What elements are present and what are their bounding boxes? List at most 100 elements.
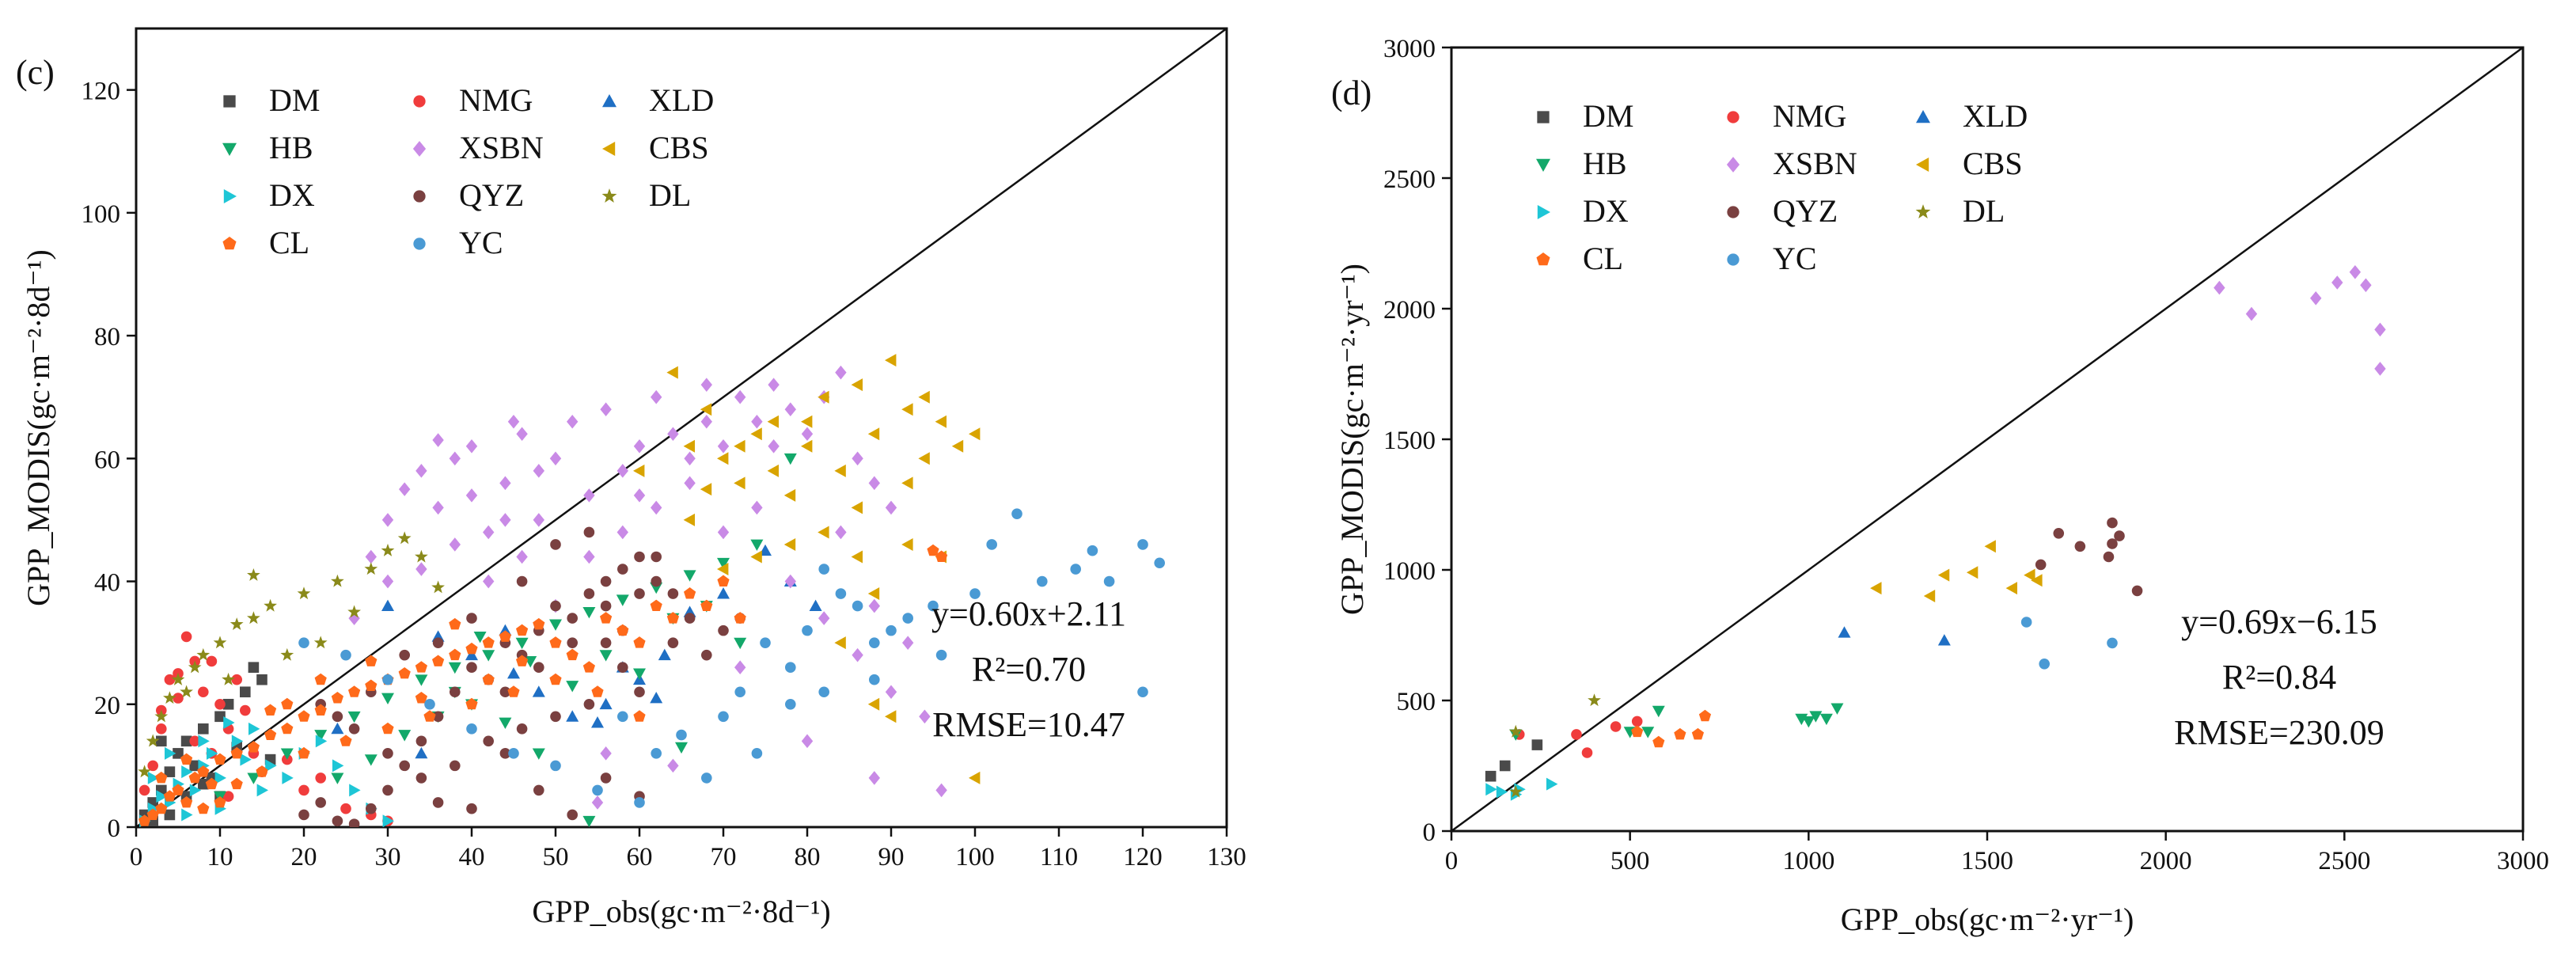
data-point-xsbn: [600, 402, 612, 417]
data-point-nmg: [315, 773, 327, 784]
data-point-dl: [196, 647, 211, 661]
data-point-xsbn: [2349, 265, 2362, 279]
data-point-cbs: [767, 415, 779, 428]
data-point-xsbn: [935, 783, 947, 798]
data-point-xsbn: [2331, 275, 2343, 290]
data-point-cl: [482, 673, 495, 685]
data-point-qyz: [466, 613, 477, 624]
data-point-yc: [818, 564, 829, 575]
data-point-dx: [382, 814, 394, 827]
data-point-yc: [1087, 545, 1098, 556]
legend-label-qyz: QYZ: [1773, 193, 1838, 229]
data-point-hb: [415, 674, 428, 686]
data-point-dx: [181, 808, 193, 822]
data-point-cl: [314, 673, 327, 685]
data-point-qyz: [567, 637, 578, 648]
data-point-cbs: [851, 378, 863, 392]
data-point-dx: [181, 765, 193, 779]
data-point-cl: [666, 612, 680, 624]
scatter-panel-c: 0 10 20 30 40 50 60 70 80 90 100 110 120 130 0 20 40 60 80…: [16, 27, 1246, 929]
x-tick-label: 0: [1445, 847, 1459, 875]
data-point-xsbn: [835, 525, 847, 540]
x-tick-label: 50: [543, 843, 569, 871]
x-tick-label: 110: [1040, 843, 1078, 871]
x-tick-label: 1000: [1782, 847, 1834, 875]
data-point-xsbn: [432, 500, 444, 515]
data-point-cbs: [783, 488, 796, 502]
legend-marker-xld: [1916, 110, 1930, 123]
data-point-xsbn: [583, 549, 595, 564]
data-point-cl: [515, 655, 529, 666]
data-point-qyz: [415, 773, 427, 784]
data-point-dx: [1546, 777, 1558, 791]
legend-marker-qyz: [1727, 206, 1739, 218]
data-point-yc: [1070, 564, 1081, 575]
data-point-xld: [1937, 634, 1951, 646]
data-point-dm: [256, 674, 267, 685]
x-axis-label: GPP_obs(gc·m⁻²·yr⁻¹): [1841, 902, 2134, 937]
data-point-yc: [869, 674, 880, 685]
data-point-dl: [347, 605, 361, 618]
data-point-yc: [1137, 539, 1148, 550]
data-point-hb: [675, 742, 688, 754]
data-point-cl: [549, 636, 562, 648]
data-point-cbs: [885, 710, 897, 723]
data-point-cl: [591, 685, 604, 697]
data-point-dl: [163, 691, 176, 704]
data-point-xsbn: [684, 451, 696, 466]
data-point-dx: [265, 759, 277, 773]
data-point-qyz: [684, 613, 696, 624]
legend-label-hb: HB: [269, 130, 313, 165]
data-point-dm: [1485, 770, 1497, 782]
data-point-qyz: [634, 686, 645, 698]
data-point-cl: [155, 771, 168, 784]
data-point-dl: [154, 709, 169, 723]
data-point-qyz: [382, 748, 393, 759]
data-point-xsbn: [902, 636, 914, 650]
data-point-qyz: [600, 637, 612, 648]
data-point-cbs: [767, 464, 779, 477]
data-point-cbs: [867, 587, 880, 601]
data-point-cbs: [750, 427, 762, 441]
data-point-dm: [1531, 739, 1543, 750]
legend-label-cbs: CBS: [649, 130, 709, 165]
x-tick-label: 500: [1610, 847, 1650, 875]
data-point-xsbn: [651, 389, 662, 404]
data-point-cl: [599, 612, 613, 624]
data-point-cbs: [918, 452, 930, 465]
panel-label: (d): [1331, 74, 1371, 112]
y-tick-label: 0: [1423, 818, 1436, 847]
data-point-yc: [466, 723, 477, 735]
data-point-cbs: [1923, 590, 1936, 602]
data-point-qyz: [298, 809, 309, 821]
x-tick-label: 80: [795, 843, 821, 871]
data-point-cbs: [851, 550, 863, 564]
data-point-dx: [1496, 785, 1508, 799]
data-point-xld: [717, 587, 730, 599]
legend-label-dx: DX: [269, 177, 315, 213]
data-point-cbs: [1966, 566, 1978, 579]
legend-label-xsbn: XSBN: [1773, 146, 1857, 181]
data-point-qyz: [450, 686, 461, 698]
data-point-cl: [582, 661, 596, 673]
data-point-yc: [785, 698, 796, 710]
data-point-qyz: [432, 637, 444, 648]
legend-label-qyz: QYZ: [459, 177, 524, 213]
data-point-xsbn: [868, 476, 880, 491]
data-point-hb: [783, 453, 797, 465]
data-point-dl: [297, 586, 311, 600]
data-point-yc: [2020, 617, 2032, 628]
data-point-yc: [935, 649, 947, 661]
data-point-yc: [508, 748, 519, 759]
data-point-dl: [1508, 784, 1523, 798]
data-point-dl: [415, 549, 428, 563]
data-point-nmg: [180, 631, 192, 643]
data-point-nmg: [206, 655, 218, 667]
data-point-qyz: [516, 575, 528, 587]
legend-label-xsbn: XSBN: [459, 130, 544, 165]
data-point-xsbn: [507, 414, 520, 429]
data-point-yc: [1011, 508, 1022, 519]
data-point-cl: [381, 722, 394, 735]
data-point-yc: [902, 613, 913, 624]
y-tick-label: 40: [94, 569, 120, 598]
